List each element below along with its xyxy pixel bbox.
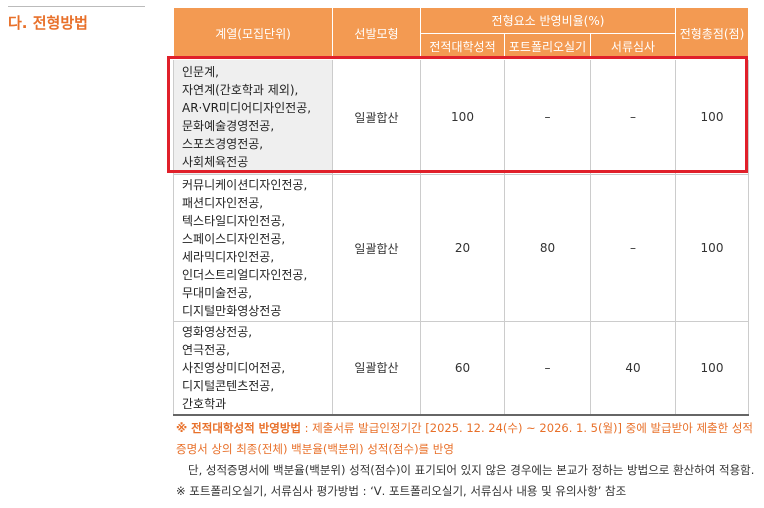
header-cell: 전형요소 반영비율(%) bbox=[420, 7, 676, 34]
unit-cell: 영화영상전공, 연극전공, 사진영상미디어전공, 디지털콘텐츠전공, 간호학과 bbox=[173, 321, 333, 416]
header-cell: 전적대학성적 bbox=[420, 33, 505, 60]
unit-line: 연극전공, bbox=[182, 342, 230, 357]
unit-line: 디지털콘텐츠전공, bbox=[182, 378, 275, 393]
ratio-cell: – bbox=[504, 321, 591, 416]
unit-line: 간호학과 bbox=[182, 396, 227, 411]
table-header: 계열(모집단위) 선발모형 전형요소 반영비율(%) 전형총점(점) 전적대학성적 포트폴… bbox=[173, 7, 749, 60]
ratio-cell: 60 bbox=[420, 321, 505, 416]
unit-line: 사진영상미디어전공, bbox=[182, 360, 286, 375]
ratio-cell: 80 bbox=[504, 174, 591, 322]
unit-line: 자연계(간호학과 제외), bbox=[182, 83, 299, 97]
unit-line: 패션디자인전공, bbox=[182, 196, 264, 210]
notes: ※ 전적대학성적 반영방법 : 제출서류 발급인정기간 [2025. 12. 2… bbox=[176, 418, 756, 502]
unit-line: 영화영상전공, bbox=[182, 324, 253, 339]
model-cell: 일괄합산 bbox=[332, 174, 421, 322]
header-cell: 포트폴리오실기 bbox=[504, 33, 591, 60]
unit-line: 디지털만화영상전공 bbox=[182, 304, 282, 318]
header-cell: 전형총점(점) bbox=[675, 7, 749, 60]
unit-cell: 인문계, 자연계(간호학과 제외), AR·VR미디어디자인전공, 문화예술경영전공,… bbox=[173, 59, 333, 175]
note: ※ 전적대학성적 반영방법 : 제출서류 발급인정기간 [2025. 12. 2… bbox=[176, 418, 756, 460]
unit-line: 무대미술전공, bbox=[182, 286, 253, 300]
header-row: 전적대학성적 포트폴리오실기 서류심사 bbox=[174, 33, 749, 60]
unit-cell: 커뮤니케이션디자인전공, 패션디자인전공, 텍스타일디자인전공, 스페이스디자인전공,… bbox=[173, 174, 333, 322]
unit-line: 인문계, bbox=[182, 65, 219, 79]
header-cell: 계열(모집단위) bbox=[173, 7, 333, 60]
unit-line: 커뮤니케이션디자인전공, bbox=[182, 178, 308, 192]
unit-line: 스페이스디자인전공, bbox=[182, 232, 286, 246]
unit-line: 사회체육전공 bbox=[182, 155, 249, 169]
note-label: ※ 전적대학성적 반영방법 bbox=[176, 421, 301, 435]
model-cell: 일괄합산 bbox=[332, 321, 421, 416]
ratio-cell: – bbox=[590, 174, 676, 322]
header-row: 계열(모집단위) 선발모형 전형요소 반영비율(%) 전형총점(점) bbox=[173, 7, 749, 60]
table-row: 인문계, 자연계(간호학과 제외), AR·VR미디어디자인전공, 문화예술경영전공,… bbox=[173, 59, 749, 175]
total-cell: 100 bbox=[675, 321, 749, 416]
ratio-cell: – bbox=[590, 59, 676, 175]
unit-line: 텍스타일디자인전공, bbox=[182, 214, 286, 228]
highlight-box bbox=[167, 56, 748, 173]
table-row: 커뮤니케이션디자인전공, 패션디자인전공, 텍스타일디자인전공, 스페이스디자인전공,… bbox=[173, 174, 749, 322]
header-cell: 서류심사 bbox=[590, 33, 676, 60]
unit-line: AR·VR미디어디자인전공, bbox=[182, 101, 312, 115]
table-body: 인문계, 자연계(간호학과 제외), AR·VR미디어디자인전공, 문화예술경영전공,… bbox=[173, 59, 749, 416]
note: 단, 성적증명서에 백분율(백분위) 성적(점수)이 표기되어 있지 않은 경우… bbox=[176, 460, 756, 481]
note-text: : 제출서류 발급인정기간 [2025. 12. 24(수) ~ 2026. 1… bbox=[176, 421, 753, 456]
note: ※ 포트폴리오실기, 서류심사 평가방법 : ‘Ⅴ. 포트폴리오실기, 서류심사… bbox=[176, 481, 756, 502]
note-text: 단, 성적증명서에 백분율(백분위) 성적(점수)이 표기되어 있지 않은 경우… bbox=[188, 463, 755, 477]
section-heading: 다. 전형방법 bbox=[8, 14, 88, 32]
unit-line: 문화예술경영전공, bbox=[182, 119, 275, 133]
total-cell: 100 bbox=[675, 59, 749, 175]
total-cell: 100 bbox=[675, 174, 749, 322]
ratio-cell: 40 bbox=[590, 321, 676, 416]
ratio-cell: – bbox=[504, 59, 591, 175]
unit-line: 스포츠경영전공, bbox=[182, 137, 264, 151]
note-text: ※ 포트폴리오실기, 서류심사 평가방법 : ‘Ⅴ. 포트폴리오실기, 서류심사… bbox=[176, 484, 627, 498]
admission-table: 계열(모집단위) 선발모형 전형요소 반영비율(%) 전형총점(점) 전적대학성적 포트폴… bbox=[173, 7, 749, 416]
ratio-cell: 100 bbox=[420, 59, 505, 175]
divider bbox=[8, 6, 145, 7]
ratio-cell: 20 bbox=[420, 174, 505, 322]
unit-line: 세라믹디자인전공, bbox=[182, 250, 275, 264]
unit-line: 인더스트리얼디자인전공, bbox=[182, 268, 308, 282]
table-row: 영화영상전공, 연극전공, 사진영상미디어전공, 디지털콘텐츠전공, 간호학과 일괄합산 6… bbox=[173, 321, 749, 416]
model-cell: 일괄합산 bbox=[332, 59, 421, 175]
header-cell: 선발모형 bbox=[332, 7, 421, 60]
